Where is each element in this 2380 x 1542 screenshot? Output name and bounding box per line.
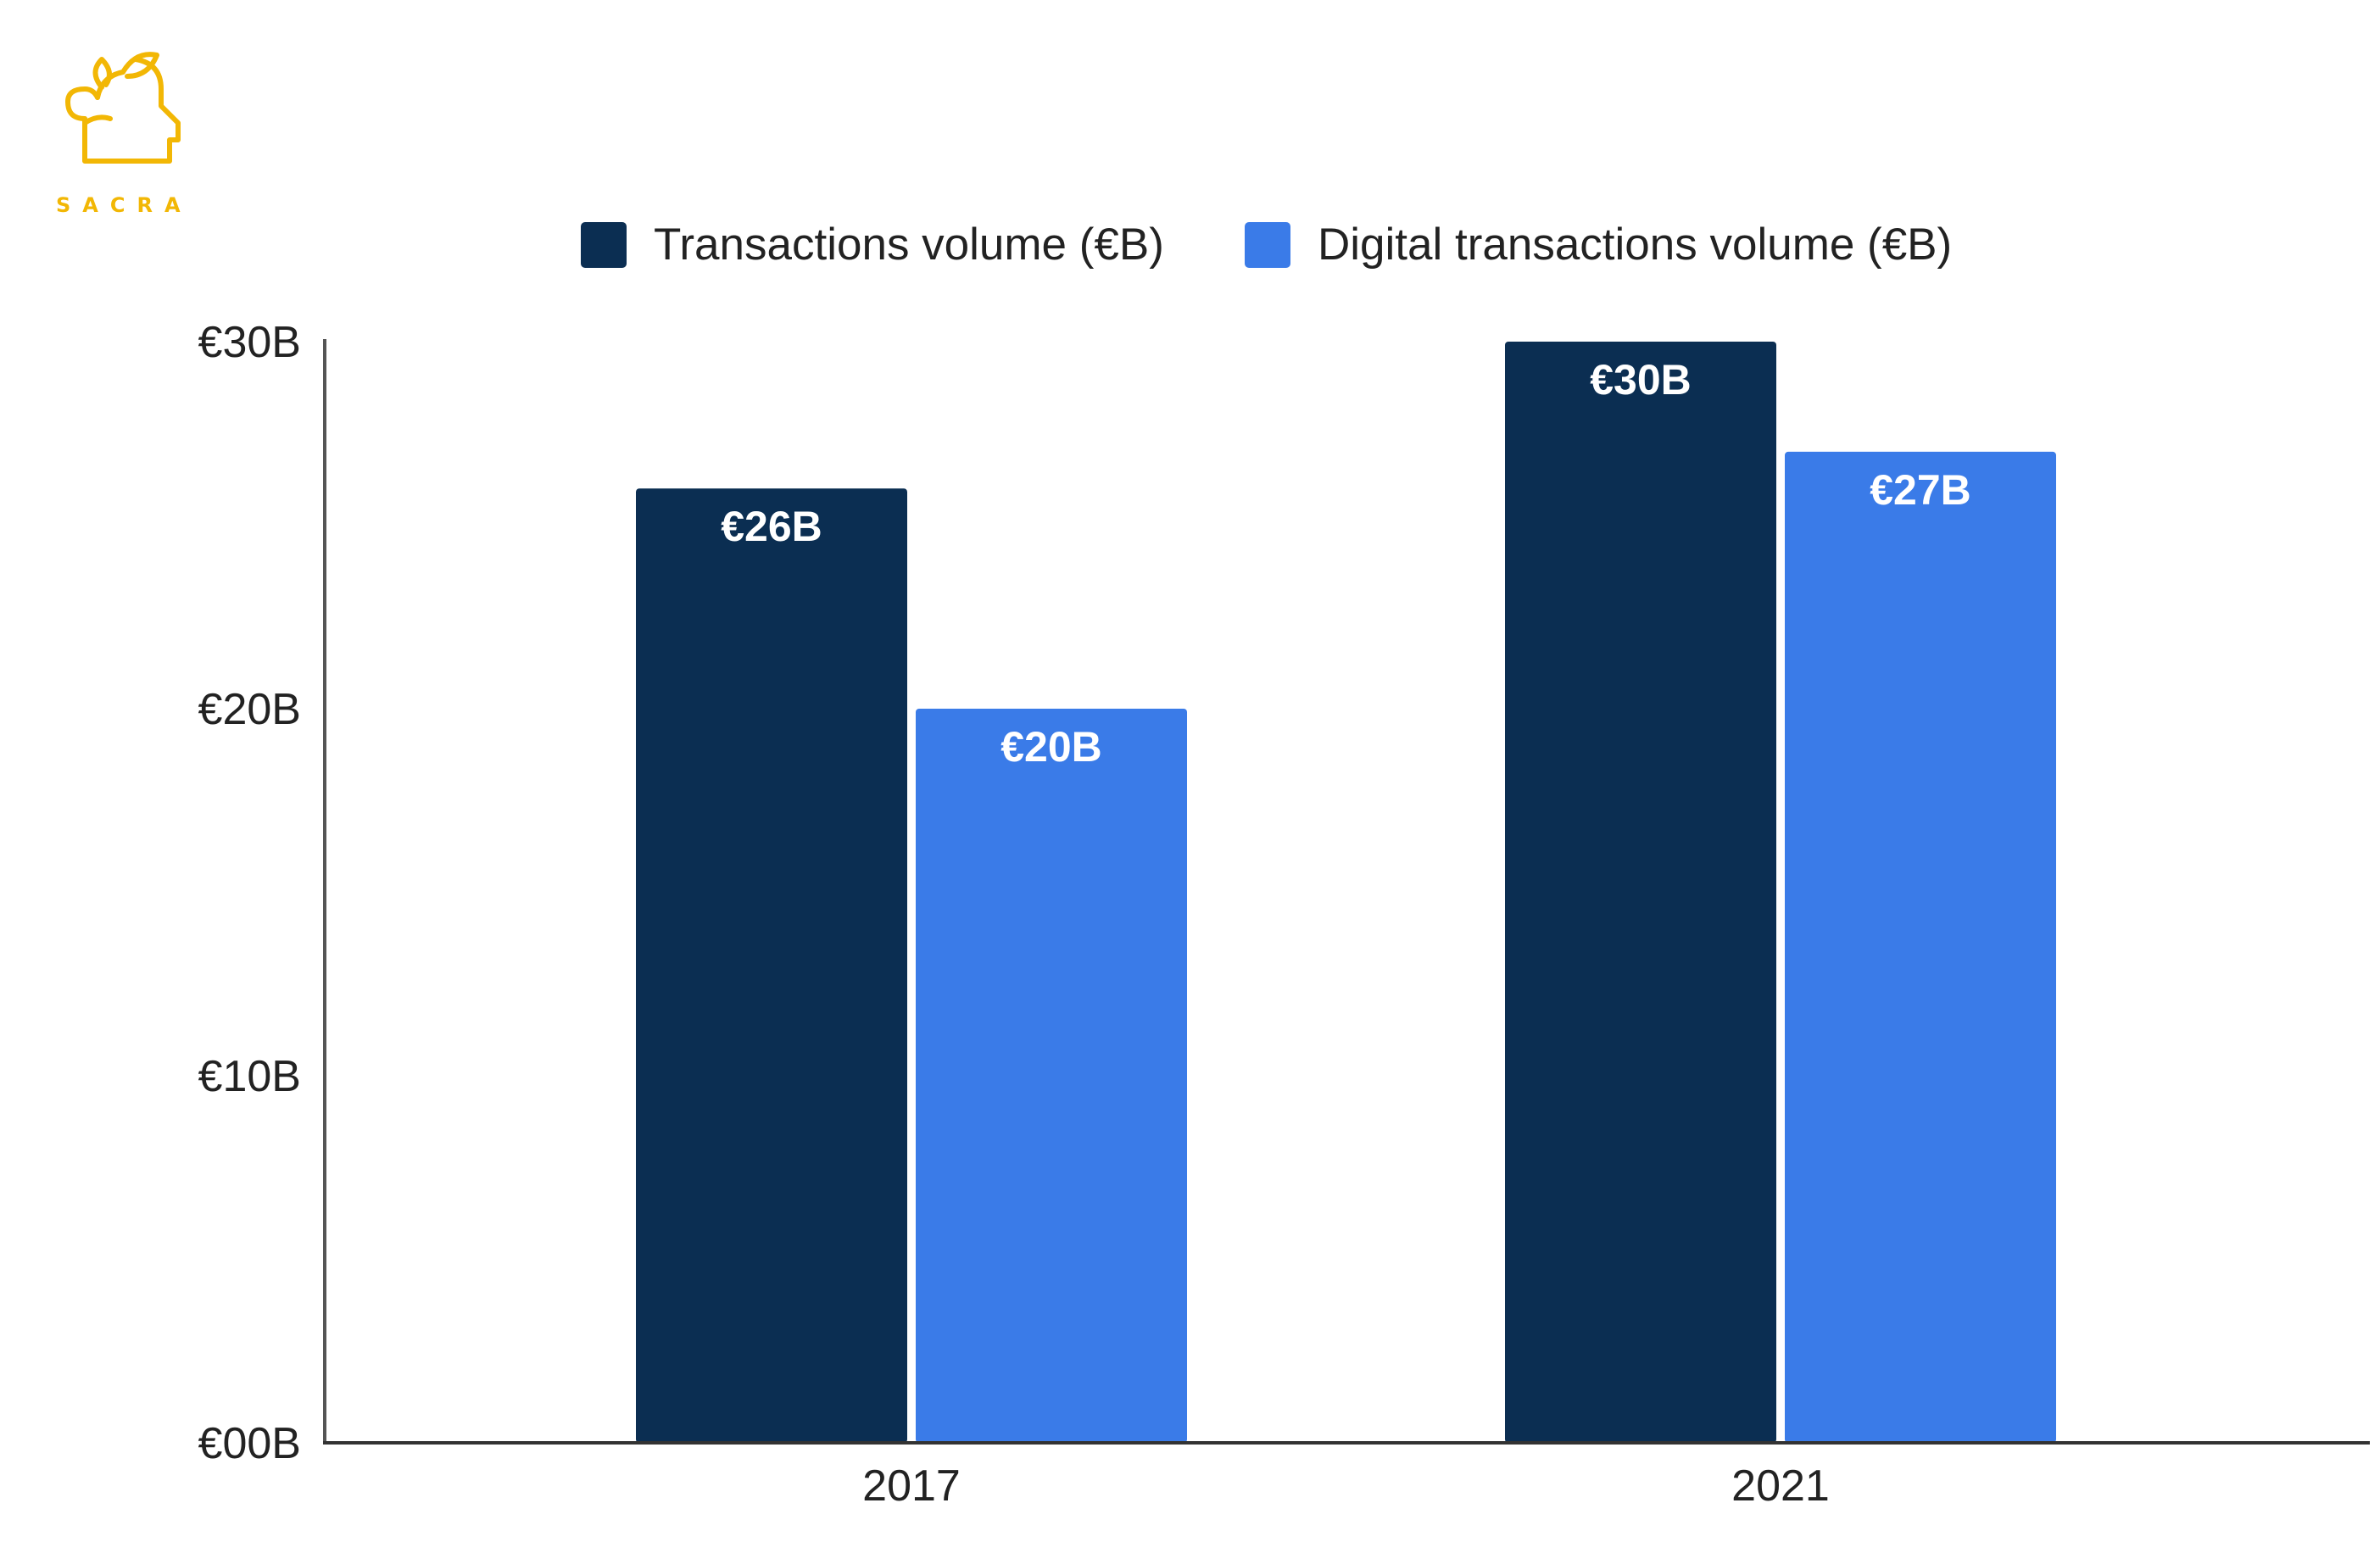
bar [636, 488, 907, 1444]
bar-value-label: €27B [1870, 466, 1971, 514]
legend-item-transactions: Transactions volume (€B) [581, 219, 1164, 270]
bar-value-label: €20B [1000, 723, 1102, 771]
y-tick-label: €10B [198, 1052, 301, 1101]
sacra-logo [65, 52, 181, 164]
x-tick-label: 2021 [1731, 1461, 1830, 1511]
x-tick-label: 2017 [862, 1461, 961, 1511]
bar [1785, 451, 2056, 1443]
legend-label-transactions: Transactions volume (€B) [654, 220, 1164, 270]
y-tick-label: €30B [198, 318, 301, 367]
legend-item-digital: Digital transactions volume (€B) [1245, 219, 1952, 270]
bar [1505, 342, 1776, 1443]
y-tick-label: €20B [198, 685, 301, 734]
brand-wordmark: SACRA [56, 193, 192, 217]
y-tick-label: €00B [198, 1419, 301, 1468]
bar-value-label: €26B [721, 503, 822, 550]
bar-value-label: €30B [1590, 356, 1692, 404]
legend-label-digital: Digital transactions volume (€B) [1318, 220, 1953, 270]
bar [916, 709, 1187, 1443]
legend-swatch-digital [1245, 221, 1290, 268]
legend-swatch-transactions [581, 221, 627, 268]
